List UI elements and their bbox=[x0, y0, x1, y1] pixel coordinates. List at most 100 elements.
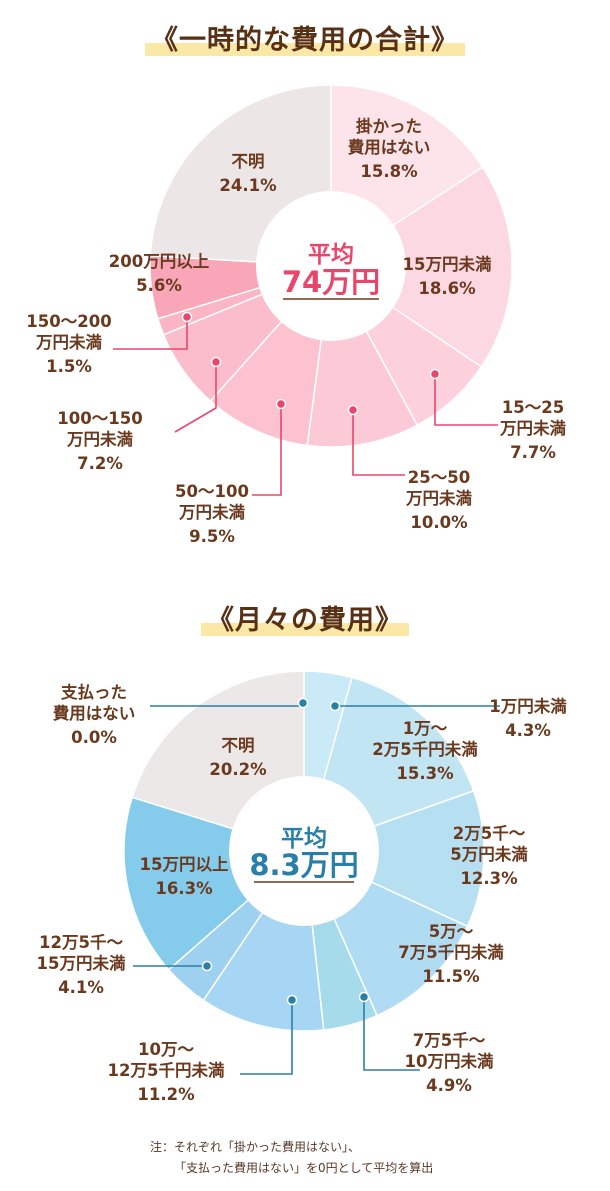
chart2-slice-1-label-line: 費用はない bbox=[53, 703, 136, 723]
chart2-slice-10-label-line: 不明 bbox=[222, 736, 255, 755]
chart2-slice-8-leader-dot bbox=[201, 960, 213, 972]
chart2-slice-3-value: 15.3% bbox=[396, 764, 454, 783]
chart1-slice-1-label-line: 費用はない bbox=[348, 137, 431, 157]
chart2-slice-8-label-line: 12万5千〜 bbox=[39, 933, 123, 952]
chart1-slice-6-leader-dot bbox=[210, 356, 222, 368]
chart1-slice-5-label-line: 50〜100 bbox=[175, 482, 249, 501]
chart2-slice-6-label: 7万5千〜 10万円未満 4.9% bbox=[405, 1031, 494, 1095]
chart2-slice-9-label: 15万円以上 16.3% bbox=[140, 855, 229, 898]
chart1-slice-1-label-line: 掛かった bbox=[356, 116, 422, 136]
chart1-slice-7-leader-line bbox=[113, 317, 188, 350]
chart1-slice-4-value: 10.0% bbox=[410, 513, 468, 532]
chart2-slice-2-value: 4.3% bbox=[505, 721, 551, 740]
chart2-slice-10-value: 20.2% bbox=[209, 760, 267, 779]
chart2-slice-4-label-line: 2万5千〜 bbox=[453, 824, 526, 843]
chart1-slice-7-value: 1.5% bbox=[46, 357, 92, 376]
chart1-slice-6-leader-line bbox=[174, 362, 217, 433]
chart2-slice-4-value: 12.3% bbox=[460, 869, 518, 888]
chart1-average-value: 74万円 bbox=[282, 265, 380, 299]
chart2-slice-4-label: 2万5千〜 5万円未満 12.3% bbox=[450, 824, 528, 888]
chart1-slice-2-label: 15万円未満 18.6% bbox=[403, 254, 492, 298]
chart1-slice-3-value: 7.7% bbox=[510, 443, 556, 462]
chart1-slice-4-label-line: 25〜50 bbox=[408, 468, 470, 487]
chart2-center-hole bbox=[229, 776, 379, 926]
chart1-slice-9-label-line: 不明 bbox=[232, 152, 265, 171]
chart1-slice-5-leader-line bbox=[252, 404, 282, 496]
chart2-slice-2-label: 1万円未満 4.3% bbox=[489, 696, 567, 740]
chart1-slice-5-leader-dot bbox=[275, 398, 287, 410]
chart2-title: 《月々の費用》 bbox=[0, 598, 610, 637]
chart1-slice-4-leader-line bbox=[352, 410, 405, 476]
footnote: 注：それぞれ「掛かった費用はない」、 「支払った費用はない」を0円として平均を算… bbox=[150, 1137, 433, 1179]
chart2-slice-6-leader-line bbox=[363, 997, 420, 1071]
chart1-slice-3-label-line: 万円未満 bbox=[499, 418, 567, 438]
chart2-slice-10-label: 不明 20.2% bbox=[209, 736, 267, 779]
chart1-slice bbox=[329, 166, 513, 368]
chart2-slice bbox=[302, 789, 485, 928]
chart1-slice-2-value: 18.6% bbox=[418, 279, 476, 298]
chart2-slice-8-label: 12万5千〜 15万円未満 4.1% bbox=[37, 933, 126, 997]
chart1-slice-7-label-line: 150〜200 bbox=[26, 312, 111, 331]
chart1-slice-1-label: 掛かった費用はない 15.8% bbox=[348, 116, 431, 181]
chart2-slice-7-label-line: 12万5千円未満 bbox=[108, 1060, 225, 1080]
chart2-slice-9-value: 16.3% bbox=[155, 879, 213, 898]
chart2-slice-7-leader-line bbox=[240, 1000, 293, 1075]
chart2-title-text: 《月々の費用》 bbox=[201, 605, 409, 636]
chart1-slice-4-label-line: 万円未満 bbox=[405, 488, 473, 508]
chart1-average-label: 平均 bbox=[308, 241, 354, 268]
chart1-slice-2-label-line: 15万円未満 bbox=[403, 254, 492, 274]
chart2-slice-5-label-line: 7万5千円未満 bbox=[398, 942, 504, 962]
chart1-slice-1-value: 15.8% bbox=[360, 162, 418, 181]
chart1-slice-9-label: 不明 24.1% bbox=[219, 152, 277, 195]
chart1-slice-4-leader-dot bbox=[347, 404, 359, 416]
chart1-slice-8-label-line: 200万円以上 bbox=[109, 252, 209, 271]
chart1-slice-6-label-line: 100〜150 bbox=[57, 409, 142, 428]
chart2-slice-8-label-line: 15万円未満 bbox=[37, 953, 126, 973]
chart2-slice-7-label: 10万〜 12万5千円未満 11.2% bbox=[108, 1040, 225, 1104]
chart1-slice-5-value: 9.5% bbox=[189, 527, 235, 546]
chart1-slice-7-leader-dot bbox=[181, 311, 193, 323]
chart2-slice-5-label: 5万〜 7万5千円未満 11.5% bbox=[398, 922, 504, 986]
chart2-slice-7-value: 11.2% bbox=[137, 1085, 195, 1104]
footnote-line-2: 「支払った費用はない」を0円として平均を算出 bbox=[174, 1161, 434, 1175]
chart1-slice-8-value: 5.6% bbox=[136, 276, 182, 295]
chart2-slice-5-value: 11.5% bbox=[422, 967, 480, 986]
chart2-slice-2-label-line: 1万円未満 bbox=[489, 696, 567, 716]
chart1-slice-3-label-line: 15〜25 bbox=[502, 398, 564, 417]
chart2-slice-7-leader-dot bbox=[286, 994, 298, 1006]
chart1-slice-8-label: 200万円以上 5.6% bbox=[109, 252, 209, 295]
chart1-slice-7-label: 150〜200 万円未満 1.5% bbox=[26, 312, 111, 376]
chart2-slice-3-label-line: 1万〜 bbox=[403, 719, 448, 738]
chart2-slice-6-value: 4.9% bbox=[426, 1076, 472, 1095]
chart1-title: 《一時的な費用の合計》 bbox=[0, 18, 610, 57]
chart1-slice-5-label-line: 万円未満 bbox=[178, 502, 246, 522]
chart2-slice-1-leader-dot bbox=[297, 697, 309, 709]
chart2-slice-7-label-line: 10万〜 bbox=[138, 1040, 194, 1059]
chart2-average-label: 平均 bbox=[281, 825, 327, 852]
chart1-slice-6-value: 7.2% bbox=[77, 454, 123, 473]
chart2-slice-5-label-line: 5万〜 bbox=[429, 922, 474, 941]
chart2-slice-2-leader-dot bbox=[329, 700, 341, 712]
chart1-slice-6-label-line: 万円未満 bbox=[66, 429, 134, 449]
chart1-slice-3-label: 15〜25 万円未満 7.7% bbox=[499, 398, 567, 462]
chart2-slice-6-label-line: 10万円未満 bbox=[405, 1051, 494, 1071]
chart2-slice-8-value: 4.1% bbox=[58, 978, 104, 997]
chart2-slice-1-label: 支払った費用はない 0.0% bbox=[53, 682, 136, 747]
chart2-slice-3-label: 1万〜 2万5千円未満 15.3% bbox=[372, 719, 478, 783]
chart1-center-hole bbox=[256, 191, 406, 341]
chart1-slice-3-leader-line bbox=[434, 374, 498, 426]
chart1-slice-7-label-line: 万円未満 bbox=[35, 332, 103, 352]
chart2-slice-1-value: 0.0% bbox=[71, 728, 117, 747]
chart2-slice-6-label-line: 7万5千〜 bbox=[413, 1031, 486, 1050]
chart2-slice-1-label-line: 支払った bbox=[61, 682, 127, 702]
chart1-slice-3-leader-dot bbox=[429, 368, 441, 380]
chart1-slice-4-label: 25〜50 万円未満 10.0% bbox=[405, 468, 473, 532]
chart2-slice-3-label-line: 2万5千円未満 bbox=[372, 739, 478, 759]
chart2-slice-6-leader-dot bbox=[358, 991, 370, 1003]
chart2-slice-4-label-line: 5万円未満 bbox=[450, 844, 528, 864]
chart2-average-value: 8.3万円 bbox=[249, 848, 358, 882]
chart1-slice-6-label: 100〜150 万円未満 7.2% bbox=[57, 409, 142, 473]
chart2-slice-9-label-line: 15万円以上 bbox=[140, 855, 229, 874]
chart1-title-text: 《一時的な費用の合計》 bbox=[145, 25, 465, 56]
